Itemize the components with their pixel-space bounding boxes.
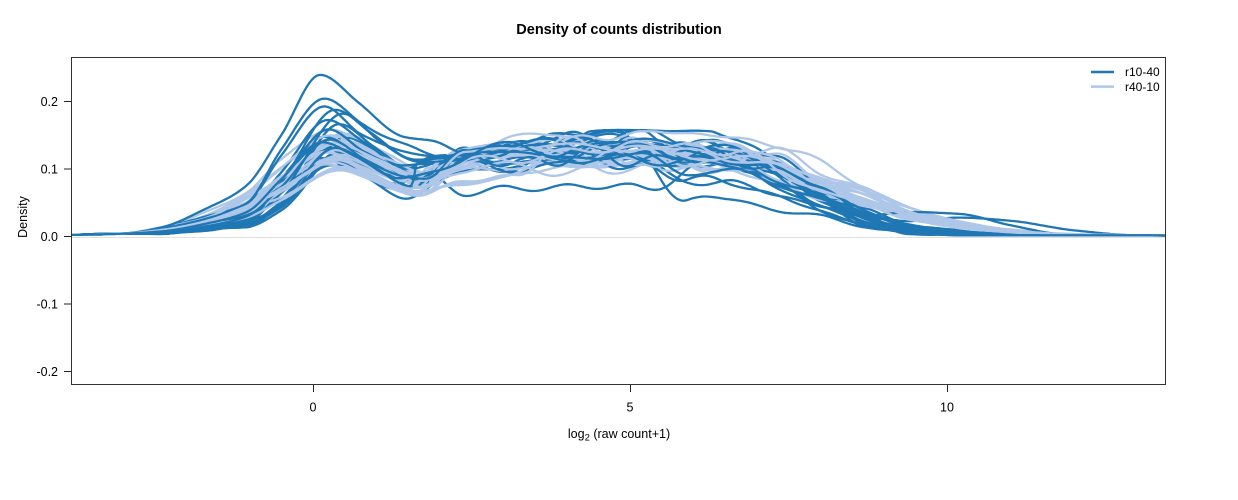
svg-text:r40-10: r40-10	[1125, 80, 1160, 94]
svg-text:-0.2: -0.2	[36, 365, 58, 379]
svg-text:0.1: 0.1	[41, 162, 58, 176]
svg-text:-0.1: -0.1	[36, 297, 58, 311]
svg-text:5: 5	[627, 401, 634, 415]
svg-text:0: 0	[310, 401, 317, 415]
svg-text:0.2: 0.2	[41, 95, 58, 109]
svg-text:Density of counts distribution: Density of counts distribution	[516, 22, 721, 38]
svg-text:r10-40: r10-40	[1125, 65, 1160, 79]
svg-text:Density: Density	[16, 195, 30, 237]
svg-text:0.0: 0.0	[41, 230, 58, 244]
svg-text:log2 (raw count+1): log2 (raw count+1)	[568, 427, 670, 444]
svg-text:10: 10	[940, 401, 954, 415]
